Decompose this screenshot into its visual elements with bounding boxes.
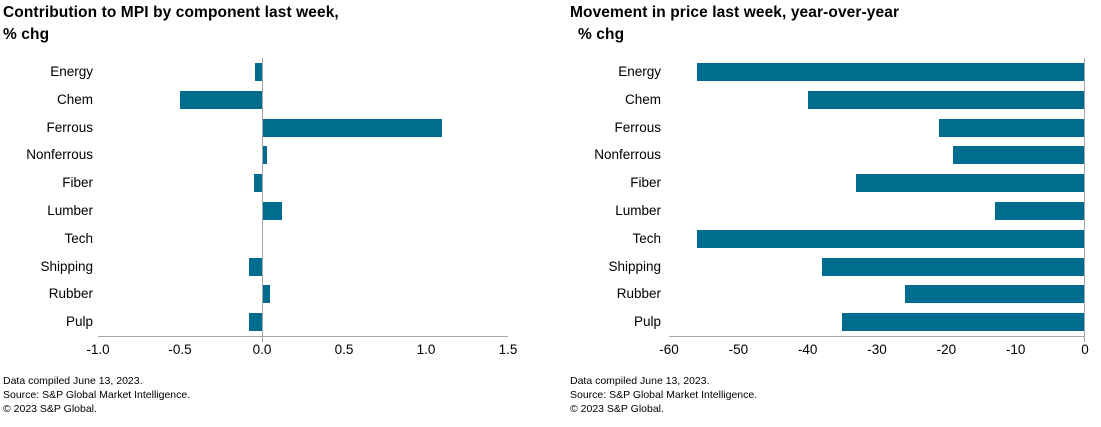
price-movement-chart-panel: Movement in price last week, year-over-y…: [560, 0, 1101, 427]
category-label-pulp: Pulp: [633, 314, 661, 330]
plot-area-contribution: [98, 58, 508, 342]
x-tick-label: -10: [1005, 342, 1026, 357]
x-axis-contribution: -1.0 -0.5 0.0 0.5 1.0 1.5: [86, 342, 517, 358]
category-label-rubber: Rubber: [616, 286, 661, 302]
category-label-pulp: Pulp: [65, 314, 93, 330]
footnote-source: Source: S&P Global Market Intelligence.: [3, 389, 191, 401]
bar-energy: [255, 62, 262, 81]
category-label-energy: Energy: [50, 64, 93, 79]
category-label-shipping: Shipping: [40, 258, 93, 274]
bar-nonferrous: [262, 146, 267, 165]
bar-shipping: [821, 257, 1085, 276]
x-tick-label: 0.0: [252, 342, 272, 357]
source-footnote: Data compiled June 13, 2023. Source: S&P…: [570, 374, 757, 416]
bar-tech: [696, 229, 1085, 248]
x-tick-label: -0.5: [168, 342, 192, 357]
contribution-chart-panel: Contribution to MPI by component last we…: [0, 0, 535, 427]
x-tick-label: -60: [659, 342, 679, 357]
chart-title-line-1: Movement in price last week, year-over-y…: [570, 4, 900, 21]
chart-title-price-movement: Movement in price last week, year-over-y…: [570, 2, 899, 45]
x-tick-label: 1.0: [416, 342, 436, 357]
category-label-nonferrous: Nonferrous: [26, 147, 93, 163]
bar-lumber: [262, 201, 282, 220]
category-label-fiber: Fiber: [630, 175, 661, 191]
x-tick-label: -30: [867, 342, 887, 357]
zero-gridline: [1084, 58, 1085, 342]
chart-title-line-1: Contribution to MPI by component last we…: [3, 4, 339, 21]
chart-title-line-2: % chg: [3, 25, 50, 43]
category-label-rubber: Rubber: [48, 286, 93, 302]
bar-shipping: [248, 257, 262, 276]
category-label-ferrous: Ferrous: [614, 119, 661, 135]
x-tick-label: -50: [728, 342, 749, 357]
x-axis-price-movement: -60 -50 -40 -30 -20 -10 0: [659, 342, 1089, 358]
category-label-tech: Tech: [632, 230, 661, 246]
x-tick-label: -1.0: [86, 342, 110, 357]
bar-ferrous: [939, 118, 1085, 137]
zero-gridline: [262, 58, 263, 342]
category-label-chem: Chem: [624, 91, 661, 107]
x-tick-label: -40: [797, 342, 818, 357]
chart-title-contribution: Contribution to MPI by component last we…: [3, 2, 339, 45]
category-label-energy: Energy: [618, 64, 661, 79]
category-label-nonferrous: Nonferrous: [594, 147, 661, 163]
category-label-lumber: Lumber: [615, 203, 661, 218]
bar-rubber: [904, 285, 1085, 304]
category-label-fiber: Fiber: [62, 175, 93, 191]
bar-energy: [696, 62, 1085, 81]
bar-rubber: [262, 285, 271, 304]
x-tick-label: 0.5: [334, 342, 354, 357]
bar-chem: [180, 90, 262, 109]
category-axis-price-movement: Energy Chem Ferrous Nonferrous Fiber Lumber Te…: [560, 58, 661, 336]
bar-chem: [807, 90, 1085, 109]
category-axis-contribution: Energy Chem Ferrous Nonferrous Fiber Lumber Te…: [0, 58, 93, 336]
x-tick-label: -20: [936, 342, 957, 357]
bar-pulp: [248, 313, 262, 332]
bar-lumber: [994, 201, 1085, 220]
bar-fiber: [253, 174, 262, 193]
footnote-copyright: © 2023 S&P Global.: [3, 403, 97, 415]
plot-area-price-movement: [669, 58, 1085, 342]
bar-fiber: [856, 174, 1085, 193]
category-label-tech: Tech: [64, 230, 93, 246]
source-footnote: Data compiled June 13, 2023. Source: S&P…: [3, 374, 190, 416]
category-label-chem: Chem: [56, 91, 93, 107]
footnote-source: Source: S&P Global Market Intelligence.: [570, 389, 758, 401]
bar-pulp: [842, 313, 1085, 332]
chart-title-line-2: % chg: [578, 25, 625, 43]
footnote-copyright: © 2023 S&P Global.: [570, 403, 664, 415]
category-label-lumber: Lumber: [47, 203, 93, 218]
footnote-compiled: Data compiled June 13, 2023.: [3, 375, 143, 387]
x-tick-label: 1.5: [498, 342, 518, 357]
bar-ferrous: [262, 118, 443, 137]
footnote-compiled: Data compiled June 13, 2023.: [570, 375, 710, 387]
bar-nonferrous: [953, 146, 1085, 165]
category-label-shipping: Shipping: [608, 258, 661, 274]
category-label-ferrous: Ferrous: [46, 119, 93, 135]
x-tick-label: 0: [1081, 342, 1089, 357]
